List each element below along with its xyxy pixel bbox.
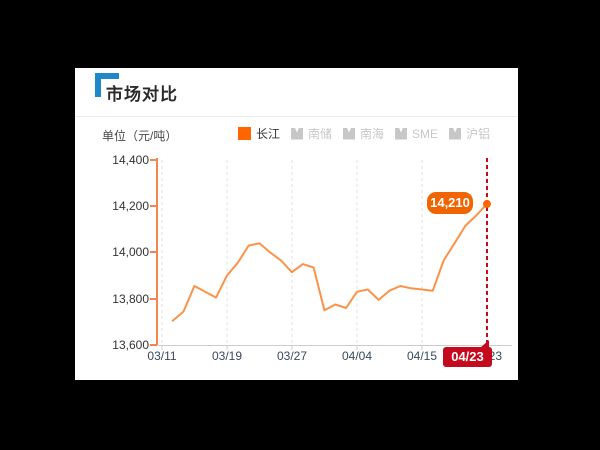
- last-point-dot: [483, 200, 491, 208]
- x-tick-label: 03/11: [140, 349, 184, 363]
- last-value-badge: 14,210: [427, 192, 473, 214]
- chart-canvas: [75, 68, 518, 380]
- price-line: [173, 204, 487, 321]
- market-compare-card: 市场对比 单位（元/吨） 长江 南储 南海 SME 沪铝 14,400 14,2…: [75, 68, 518, 380]
- x-tick-label: 04/15: [400, 349, 444, 363]
- chart-plot-area[interactable]: 14,400 14,200 14,000 13,800 13,600: [75, 68, 518, 380]
- x-tick-label: 03/27: [270, 349, 314, 363]
- y-axis: [150, 158, 157, 345]
- vertical-gridlines: [162, 160, 487, 345]
- current-date-badge: 04/23: [443, 347, 492, 367]
- x-tick-label: 04/04: [335, 349, 379, 363]
- x-tick-label: 03/19: [205, 349, 249, 363]
